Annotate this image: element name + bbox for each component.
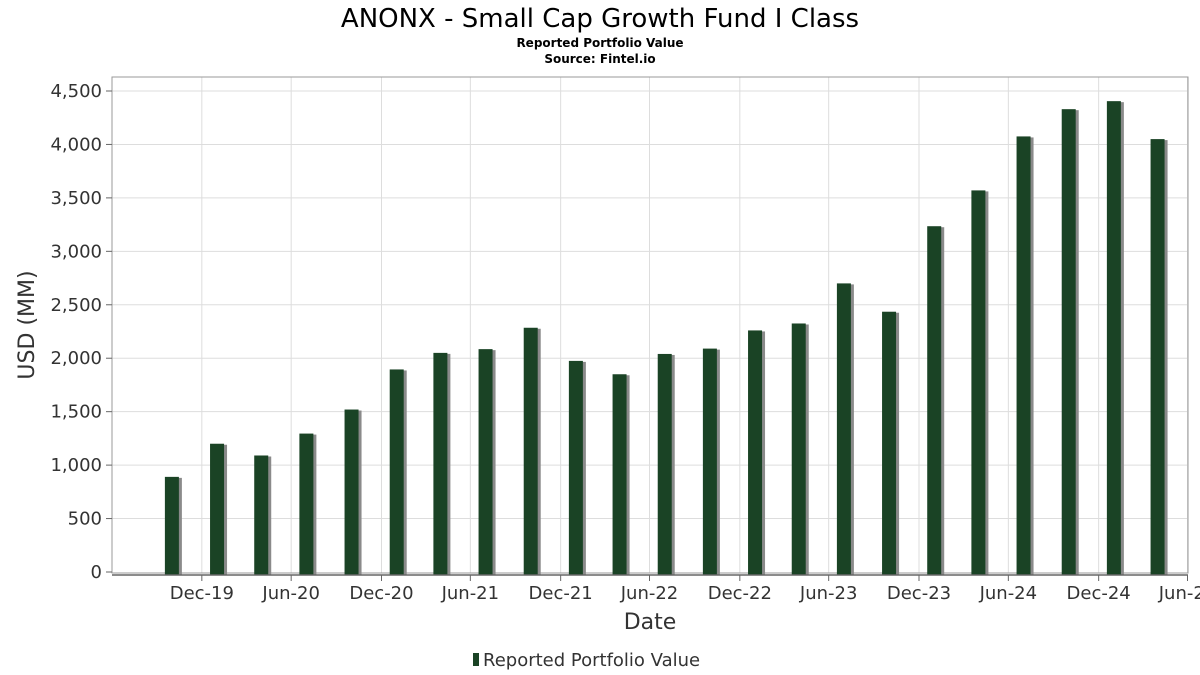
y-tick-label: 2,000 <box>50 348 102 369</box>
y-tick-label: 4,000 <box>50 134 102 155</box>
bar <box>836 283 851 575</box>
bar <box>657 353 672 575</box>
bar <box>1061 109 1076 576</box>
x-tick-label: Dec-21 <box>529 583 593 604</box>
x-axis: Dec-19 Jun-20 Dec-20 Jun-21 Dec-21 Jun-22 Dec-… <box>170 575 1200 604</box>
bar <box>748 330 763 575</box>
y-tick-label: 1,000 <box>50 455 102 476</box>
bar <box>210 443 225 575</box>
bar <box>164 476 179 575</box>
bar <box>299 433 314 575</box>
bar <box>344 409 359 575</box>
bar <box>254 455 269 575</box>
bar <box>971 190 986 575</box>
y-tick-label: 0 <box>91 562 102 583</box>
y-tick-label: 1,500 <box>50 402 102 423</box>
x-axis-title: Date <box>624 610 677 635</box>
bars <box>164 101 1168 576</box>
y-axis-title: USD (MM) <box>15 270 40 379</box>
chart-subtitle: Reported Portfolio Value <box>516 36 683 50</box>
x-tick-label: Jun-21 <box>441 583 500 604</box>
x-tick-label: Jun-23 <box>799 583 858 604</box>
legend-label: Reported Portfolio Value <box>483 650 700 671</box>
x-tick-label: Jun-24 <box>979 583 1038 604</box>
y-tick-label: 500 <box>68 509 102 530</box>
bar <box>791 323 806 575</box>
x-tick-label: Dec-22 <box>708 583 772 604</box>
chart-title: ANONX - Small Cap Growth Fund I Class <box>341 4 859 34</box>
y-tick-label: 3,500 <box>50 188 102 209</box>
x-tick-label: Dec-23 <box>887 583 951 604</box>
chart-source: Source: Fintel.io <box>544 52 655 66</box>
bar <box>1106 101 1121 576</box>
grid <box>112 77 1189 573</box>
bar <box>523 327 538 575</box>
bar <box>568 360 583 575</box>
bar <box>612 374 627 575</box>
bar <box>478 349 493 575</box>
x-tick-label: Jun-22 <box>620 583 679 604</box>
bar <box>1150 139 1165 575</box>
bar <box>702 348 717 575</box>
legend-swatch <box>473 653 479 666</box>
bar <box>389 369 404 575</box>
bar <box>1016 136 1031 575</box>
x-tick-label: Dec-24 <box>1067 583 1131 604</box>
plot-area <box>111 76 1189 574</box>
x-tick-label: Jun-25 <box>1158 583 1200 604</box>
bar <box>882 311 897 575</box>
legend: Reported Portfolio Value <box>473 650 700 671</box>
y-axis: 0 500 1,000 1,500 2,000 2,500 3,000 3,500 4,000 4… <box>50 81 112 583</box>
bar <box>927 226 942 575</box>
y-tick-label: 4,500 <box>50 81 102 102</box>
y-tick-label: 3,000 <box>50 241 102 262</box>
x-tick-label: Dec-19 <box>170 583 234 604</box>
x-tick-label: Dec-20 <box>349 583 413 604</box>
x-tick-label: Jun-20 <box>261 583 320 604</box>
y-tick-label: 2,500 <box>50 295 102 316</box>
bar <box>433 352 448 575</box>
